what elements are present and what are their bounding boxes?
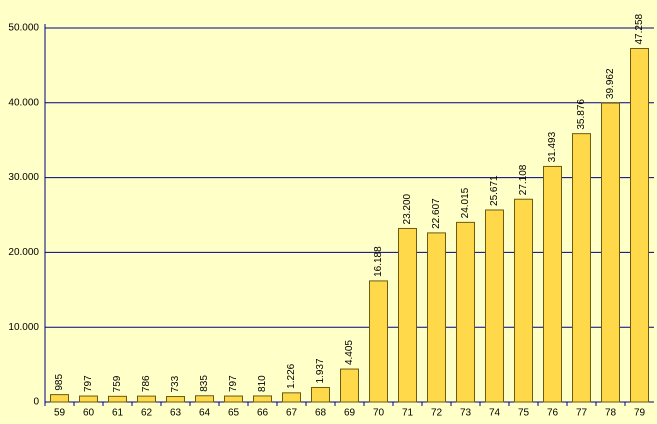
x-tick-label: 72	[431, 408, 443, 419]
bar	[456, 221, 475, 403]
value-label: 759	[112, 375, 123, 392]
y-tick-label: 0	[33, 397, 39, 408]
x-tick-label: 63	[170, 408, 182, 419]
x-tick-label: 73	[460, 408, 472, 419]
y-tick-label: 40.000	[8, 97, 39, 108]
value-label: 786	[141, 375, 152, 392]
y-tick-label: 30.000	[8, 172, 39, 183]
x-tick-label: 62	[141, 408, 153, 419]
y-tick-label: 50.000	[8, 23, 39, 34]
x-tick-label: 79	[634, 408, 646, 419]
x-tick-label: 64	[199, 408, 211, 419]
x-tick-label: 59	[54, 408, 66, 419]
bar	[253, 395, 272, 403]
value-label: 1.226	[286, 363, 297, 388]
x-tick-label: 76	[547, 408, 559, 419]
x-tick-label: 60	[83, 408, 95, 419]
x-tick-label: 67	[286, 408, 298, 419]
bar	[108, 395, 127, 403]
x-tick-label: 61	[112, 408, 124, 419]
value-label: 835	[199, 375, 210, 392]
x-tick-label: 78	[605, 408, 617, 419]
bar	[485, 209, 504, 403]
bar	[50, 394, 69, 403]
bar	[137, 395, 156, 403]
value-label: 810	[257, 375, 268, 392]
x-tick-label: 71	[402, 408, 414, 419]
x-tick-label: 70	[373, 408, 385, 419]
value-label: 4.405	[344, 340, 355, 365]
x-tick-label: 75	[518, 408, 530, 419]
bar	[427, 232, 446, 403]
value-label: 31.493	[547, 131, 558, 162]
bar	[311, 387, 330, 403]
bar	[369, 280, 388, 403]
bar	[79, 395, 98, 403]
bar	[572, 133, 591, 403]
x-tick-label: 66	[257, 408, 269, 419]
value-label: 27.108	[518, 164, 529, 195]
bar	[282, 392, 301, 403]
value-label: 797	[228, 375, 239, 392]
bar	[195, 395, 214, 403]
bar	[224, 395, 243, 403]
value-label: 797	[83, 375, 94, 392]
value-label: 25.671	[489, 175, 500, 206]
x-tick-label: 77	[576, 408, 588, 419]
bar	[340, 368, 359, 403]
value-label: 47.258	[634, 13, 645, 44]
bar	[514, 198, 533, 403]
y-tick-label: 20.000	[8, 247, 39, 258]
value-label: 733	[170, 375, 181, 392]
value-label: 23.200	[402, 193, 413, 224]
x-tick-label: 65	[228, 408, 240, 419]
value-label: 35.876	[576, 99, 587, 130]
bar	[398, 227, 417, 403]
bar	[630, 48, 649, 403]
value-label: 16.188	[373, 246, 384, 277]
value-label: 22.607	[431, 198, 442, 229]
value-label: 39.962	[605, 68, 616, 99]
x-tick-label: 68	[315, 408, 327, 419]
y-tick-label: 10.000	[8, 322, 39, 333]
bar	[543, 165, 562, 403]
bar	[166, 396, 185, 403]
x-tick-label: 74	[489, 408, 501, 419]
value-label: 1.937	[315, 358, 326, 383]
bar	[601, 102, 620, 403]
value-label: 24.015	[460, 187, 471, 218]
x-tick-label: 69	[344, 408, 356, 419]
value-label: 985	[54, 374, 65, 391]
